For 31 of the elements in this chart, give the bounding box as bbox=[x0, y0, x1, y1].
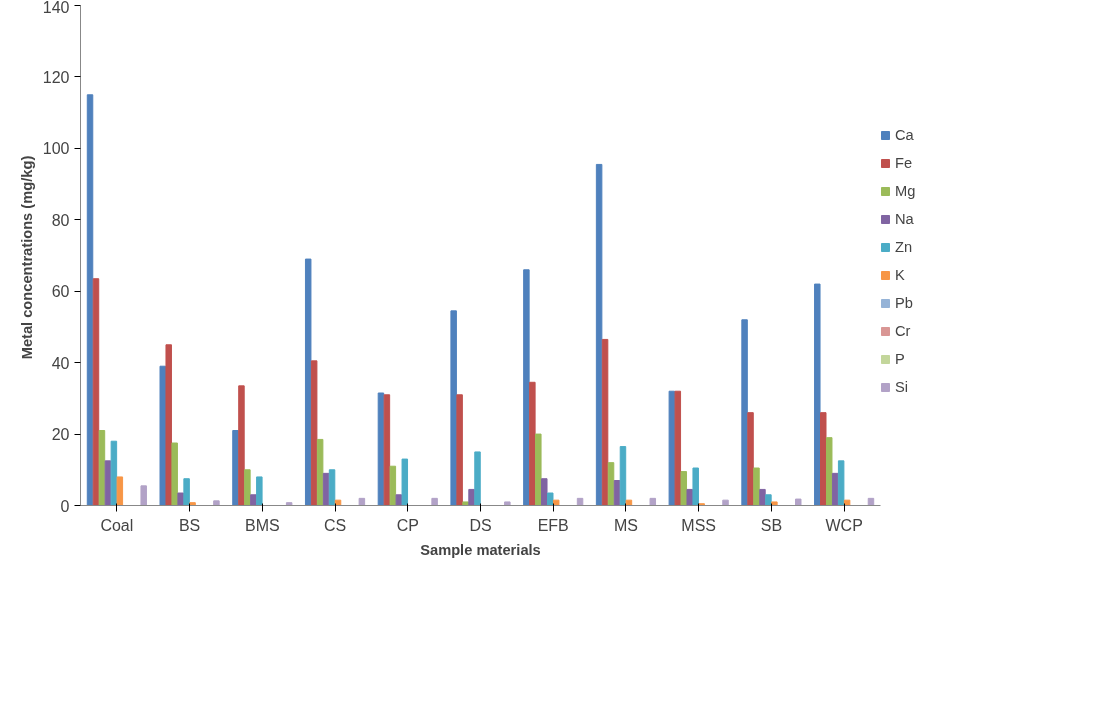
y-tick-label: 100 bbox=[42, 140, 70, 158]
legend-label: Mg bbox=[895, 183, 916, 199]
y-tick-label: 20 bbox=[51, 426, 70, 444]
legend-label: Si bbox=[895, 379, 910, 395]
legend-label: Zn bbox=[895, 239, 914, 255]
y-axis-title: Metal concentrations (mg/kg) bbox=[18, 155, 35, 360]
legend-label: K bbox=[895, 267, 906, 283]
legend-label: Fe bbox=[895, 155, 914, 171]
y-tick-label: 60 bbox=[51, 283, 70, 301]
x-tick-label: MS bbox=[613, 516, 638, 534]
legend-label: Na bbox=[895, 211, 915, 227]
x-tick-label: CP bbox=[396, 516, 419, 534]
x-tick-label: CS bbox=[323, 516, 347, 534]
x-axis-title: Sample materials bbox=[420, 541, 541, 558]
x-tick-label: BMS bbox=[244, 516, 280, 534]
x-tick-label: DS bbox=[469, 516, 492, 534]
legend-label: Pb bbox=[895, 295, 914, 311]
x-tick-label: Coal bbox=[100, 516, 134, 534]
y-tick-label: 80 bbox=[51, 211, 70, 229]
x-tick-label: SB bbox=[760, 516, 783, 534]
x-tick-label: WCP bbox=[825, 516, 863, 534]
y-tick-label: 120 bbox=[42, 68, 70, 86]
legend-label: P bbox=[895, 351, 906, 367]
legend-label: Ca bbox=[895, 127, 915, 143]
y-tick-label: 40 bbox=[51, 354, 70, 372]
x-tick-label: EFB bbox=[537, 516, 569, 534]
legend-label: Cr bbox=[895, 323, 912, 339]
x-tick-label: BS bbox=[178, 516, 201, 534]
y-tick-label: 0 bbox=[60, 497, 70, 515]
x-tick-label: MSS bbox=[681, 516, 717, 534]
y-tick-label: 140 bbox=[42, 0, 70, 16]
